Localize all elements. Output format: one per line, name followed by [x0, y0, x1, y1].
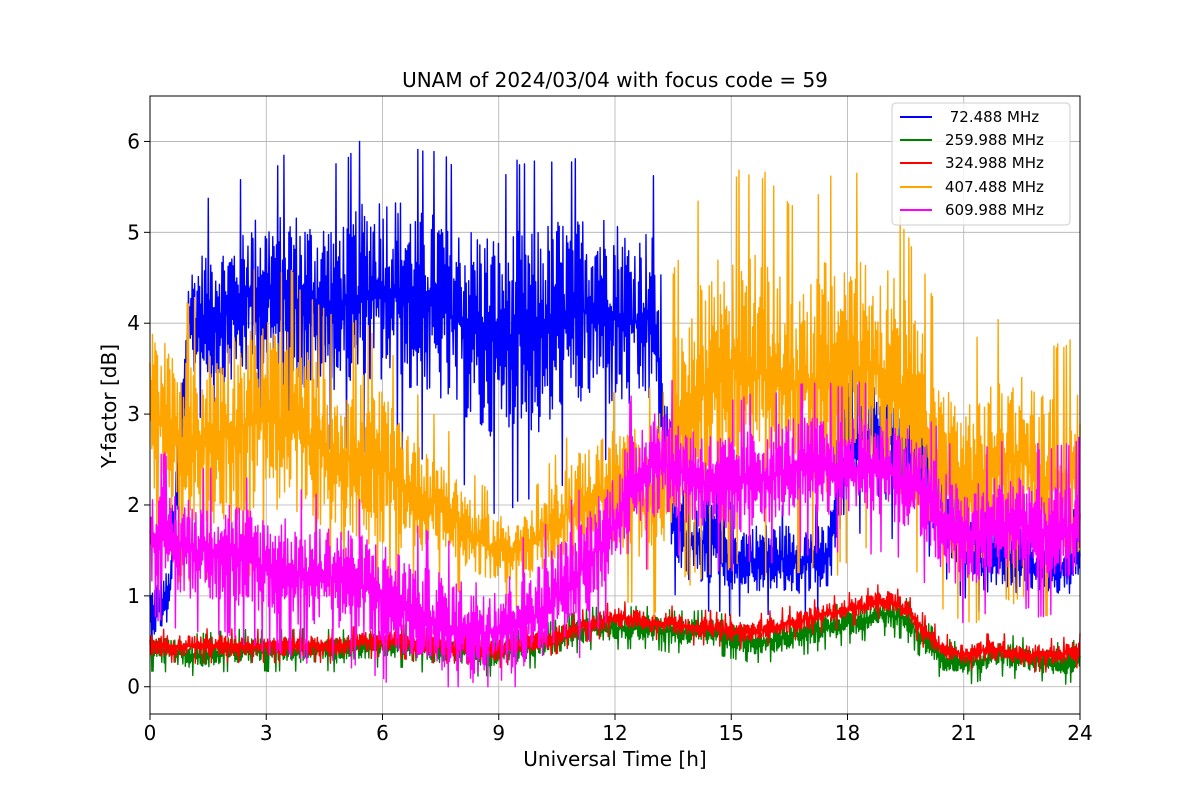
- legend: 72.488 MHz 259.988 MHz 324.988 MHz 407.4…: [891, 102, 1071, 226]
- y-tick-label: 0: [127, 675, 140, 699]
- x-tick-label: 9: [492, 721, 505, 745]
- legend-box: [891, 102, 1071, 226]
- x-tick-label: 24: [1067, 721, 1092, 745]
- series-line-610mhz: [149, 379, 1081, 688]
- series-layer: [149, 140, 1081, 688]
- x-tick-label: 18: [835, 721, 860, 745]
- y-tick-label: 5: [127, 220, 140, 244]
- y-tick-label: 3: [127, 402, 140, 426]
- y-tick-label: 1: [127, 584, 140, 608]
- x-tick-label: 6: [376, 721, 389, 745]
- legend-label-260mhz: 259.988 MHz: [945, 131, 1044, 149]
- y-axis: 0 1 2 3 4 5 6: [127, 129, 150, 699]
- legend-label-610mhz: 609.988 MHz: [945, 201, 1044, 219]
- x-tick-label: 21: [951, 721, 976, 745]
- y-tick-label: 6: [127, 129, 140, 153]
- legend-label-407mhz: 407.488 MHz: [945, 178, 1044, 196]
- x-tick-label: 12: [602, 721, 627, 745]
- x-axis: 0 3 6 9 12 15 18 21 24: [144, 714, 1093, 745]
- chart-title: UNAM of 2024/03/04 with focus code = 59: [402, 68, 828, 92]
- legend-label-325mhz: 324.988 MHz: [945, 154, 1044, 172]
- x-tick-label: 3: [260, 721, 273, 745]
- y-tick-label: 2: [127, 493, 140, 517]
- x-tick-label: 0: [144, 721, 157, 745]
- legend-label-72mhz: 72.488 MHz: [945, 108, 1039, 126]
- x-axis-label: Universal Time [h]: [523, 747, 706, 771]
- y-axis-label: Y-factor [dB]: [97, 344, 121, 469]
- x-tick-label: 15: [719, 721, 744, 745]
- y-tick-label: 4: [127, 311, 140, 335]
- series-line-407mhz: [149, 169, 1081, 624]
